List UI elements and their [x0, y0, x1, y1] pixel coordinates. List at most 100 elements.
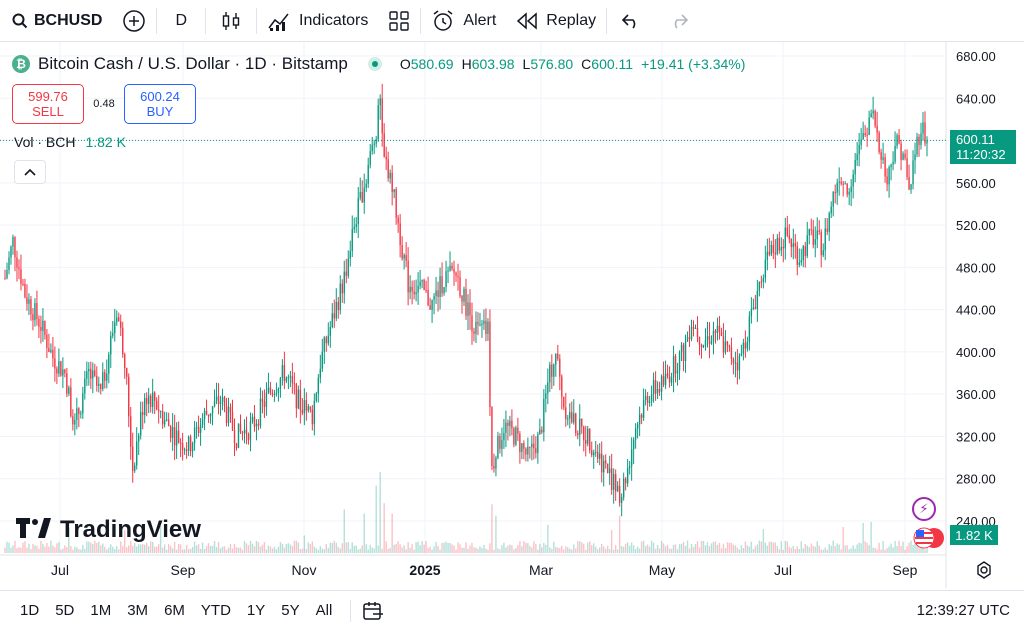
y-tick-label: 320.00 [956, 429, 996, 444]
candle-body [140, 412, 142, 436]
volume-bar [680, 543, 683, 553]
candle-body [720, 331, 723, 337]
candle-body [730, 347, 733, 360]
range-all[interactable]: All [315, 602, 333, 619]
volume-bar [80, 549, 82, 553]
toolbar-divider [606, 7, 608, 34]
calendar-range-icon[interactable] [361, 600, 385, 622]
us-flag-icon[interactable] [912, 526, 946, 550]
volume-bar [106, 549, 108, 553]
volume-bar [493, 549, 495, 553]
utc-clock[interactable]: 12:39:27 UTC [916, 602, 1010, 619]
candle-body [545, 393, 547, 399]
candle-body [774, 252, 777, 255]
symbol-search[interactable]: BCHUSD [0, 0, 112, 42]
candle-body [257, 423, 260, 426]
volume-bar [177, 544, 180, 553]
volume-bar [746, 545, 749, 553]
symbol-title[interactable]: Bitcoin Cash / U.S. Dollar · 1D · Bitsta… [38, 54, 348, 73]
buy-button[interactable]: 600.24 BUY [124, 84, 196, 124]
range-1y[interactable]: 1Y [246, 602, 266, 619]
volume-bar [90, 542, 92, 553]
volume-bar [712, 541, 715, 553]
candle-body [371, 144, 373, 152]
volume-bar [16, 548, 18, 553]
volume-bar [682, 542, 685, 553]
candle-body [197, 427, 200, 433]
range-1d[interactable]: 1D [20, 602, 40, 619]
candle-body [806, 235, 808, 256]
volume-bar [116, 546, 118, 553]
candle-body [56, 368, 58, 374]
candle-body [245, 429, 248, 435]
volume-tag: 1.82 K [950, 525, 998, 545]
range-6m[interactable]: 6M [164, 602, 185, 619]
interval-button[interactable]: D [157, 0, 205, 42]
candle-body [291, 376, 294, 384]
candle-body [46, 334, 48, 348]
candle-body [149, 395, 152, 407]
volume-bar [138, 544, 140, 553]
candle-body [169, 426, 172, 438]
indicators-button[interactable]: Indicators [257, 0, 378, 42]
sell-button[interactable]: 599.76 SELL [12, 84, 84, 124]
replay-button[interactable]: Replay [506, 0, 606, 42]
candle-body [189, 436, 192, 452]
spread-value: 0.48 [93, 98, 115, 110]
volume-bar [255, 541, 258, 553]
collapse-legend-button[interactable] [14, 160, 46, 184]
x-tick-label: Sep [171, 562, 196, 578]
volume-bar [591, 545, 593, 553]
candle-body [740, 353, 743, 356]
volume-bar [912, 544, 914, 553]
candle-body [52, 349, 54, 359]
candle-body [537, 434, 539, 454]
price-chart[interactable]: 680.00640.00600.00560.00520.00480.00440.… [0, 42, 1024, 588]
axis-settings-icon[interactable] [974, 560, 994, 580]
range-3m[interactable]: 3M [127, 602, 149, 619]
chart-area[interactable]: 680.00640.00600.00560.00520.00480.00440.… [0, 42, 1024, 588]
candle-body [375, 139, 377, 144]
chart-type-button[interactable] [206, 0, 256, 42]
candle-body [185, 449, 188, 451]
volume-bar [277, 546, 280, 553]
volume-bar [858, 542, 860, 553]
candle-body [385, 156, 387, 160]
volume-bar [437, 545, 439, 553]
candle-body [435, 290, 437, 297]
candle-body [684, 341, 687, 362]
volume-bar [808, 547, 810, 553]
volume-bar [555, 547, 557, 553]
candle-body [539, 429, 541, 435]
range-5d[interactable]: 5D [55, 602, 75, 619]
compare-button[interactable] [112, 0, 156, 42]
candle-body [595, 451, 597, 453]
watermark-text: TradingView [60, 515, 201, 543]
lightning-icon[interactable]: ⚡ [912, 497, 936, 521]
volume-bar [579, 541, 581, 553]
layouts-button[interactable] [378, 0, 420, 42]
candle-body [860, 139, 862, 145]
candle-body [886, 176, 888, 185]
range-5y[interactable]: 5Y [281, 602, 300, 619]
alert-button[interactable]: Alert [421, 0, 506, 42]
candle-body [487, 321, 489, 334]
symbol-label: BCHUSD [34, 11, 103, 29]
candle-body [700, 344, 703, 348]
toolbar-divider [256, 7, 258, 34]
volume-bar [792, 546, 794, 553]
volume-bar [339, 548, 341, 553]
candle-body [159, 411, 162, 413]
candle-body [102, 372, 104, 390]
current-price-tag: 600.11 11:20:32 [950, 130, 1016, 165]
redo-button[interactable] [655, 0, 703, 42]
candle-body [628, 466, 631, 469]
volume-bar [816, 541, 818, 553]
range-ytd[interactable]: YTD [200, 602, 231, 619]
volume-bar [638, 548, 641, 553]
undo-button[interactable] [607, 0, 655, 42]
y-tick-label: 400.00 [956, 345, 996, 360]
candle-body [68, 387, 70, 394]
range-1m[interactable]: 1M [90, 602, 112, 619]
candle-body [337, 302, 339, 311]
